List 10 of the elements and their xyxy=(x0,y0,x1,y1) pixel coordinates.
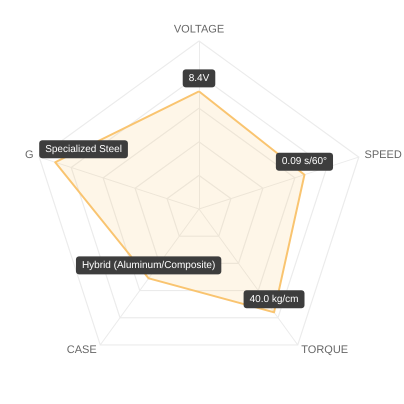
text: Specialized Steel xyxy=(45,144,122,155)
spoke-label: G xyxy=(24,149,34,162)
text: 0.09 s/60° xyxy=(282,156,328,168)
spoke-label: SPEED xyxy=(364,149,402,162)
spoke-label: VOLTAGE xyxy=(174,24,224,36)
text: Hybrid (Aluminum/Composite) xyxy=(82,260,216,271)
text: 8.4V xyxy=(188,72,210,84)
spoke-label: TORQUE xyxy=(301,344,348,356)
spoke-label: CASE xyxy=(66,344,97,356)
text: 40.0 kg/cm xyxy=(250,294,299,305)
